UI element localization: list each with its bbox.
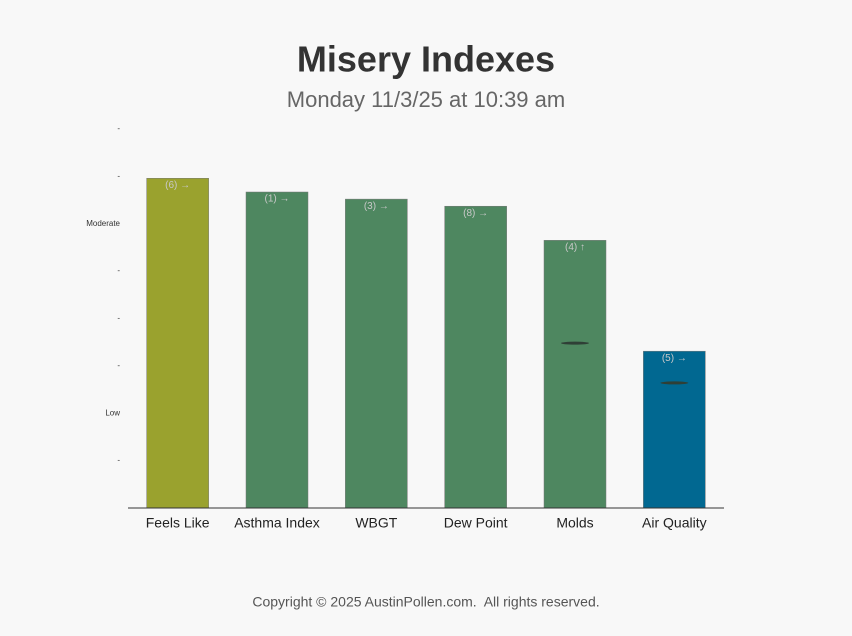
x-tick-label: Feels Like [146,515,210,531]
y-tick-label: - [117,171,120,180]
x-tick-label: Molds [556,515,593,531]
marker [660,381,689,385]
x-tick-label: Air Quality [642,515,707,531]
bar-label: (3) → [364,201,389,212]
bar [643,350,706,509]
footer: Copyright © 2025 AustinPollen.com. All r… [252,594,599,610]
bar [444,205,507,509]
bar [345,198,408,509]
bar-label: (4) ↑ [565,242,585,253]
chart-subtitle: Monday 11/3/25 at 10:39 am [287,87,565,112]
x-tick-label: Asthma Index [234,515,320,531]
y-tick-label: - [117,266,120,275]
x-tick-label: WBGT [355,515,397,531]
y-tick-label: Low [105,408,120,417]
y-tick-label: - [117,124,120,133]
x-tick-label: Dew Point [444,515,508,531]
bar-label: (1) → [265,194,290,205]
y-tick-label: Moderate [86,219,120,228]
bar [543,240,607,509]
marker [561,341,589,345]
bar-label: (5) → [662,353,687,364]
bar [146,178,209,509]
bar-label: (8) → [463,208,488,219]
y-tick-label: - [117,456,120,465]
chart-title: Misery Indexes [297,39,555,80]
y-tick-label: - [117,361,120,370]
bar [245,191,309,509]
bar-label: (6) → [165,180,190,191]
y-tick-label: - [117,314,120,323]
